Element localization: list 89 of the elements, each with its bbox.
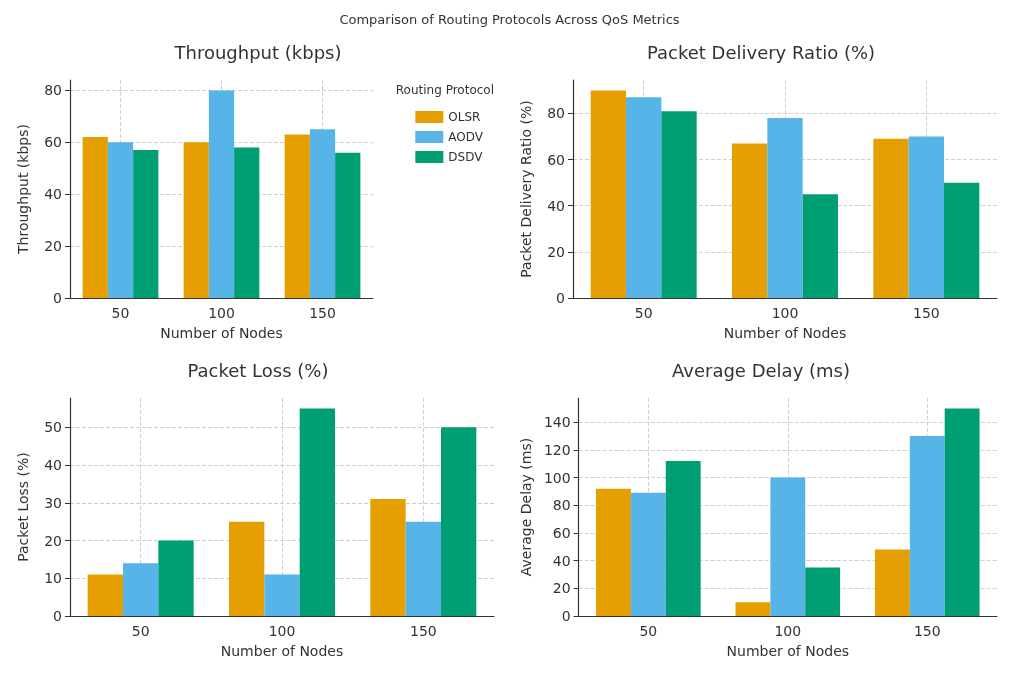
x-tick-label: 150 [309,305,336,321]
bar [805,567,841,616]
y-tick-label: 0 [561,608,571,624]
x-tick-label: 100 [774,623,802,639]
x-tick-label: 50 [111,305,130,321]
y-tick-label: 140 [543,414,571,431]
x-tick-label: 100 [208,305,235,321]
y-tick-label: 0 [53,608,62,624]
text: Comparison of Routing Protocols Across QoS Metrics [338,11,681,29]
y-tick-label: 10 [44,570,62,587]
x-axis-title: Number of Nodes [726,643,850,659]
x-tick-label: 50 [131,623,150,639]
y-tick-label: 20 [44,238,62,255]
chart-title: Packet Loss (%) [187,359,329,381]
y-tick-label: 0 [556,290,565,306]
y-axis-title: Throughput (kbps) [15,124,31,255]
bar [770,477,806,616]
y-axis-title: Packet Loss (%) [15,452,31,562]
x-tick-label: 100 [771,305,799,321]
bar [665,460,701,616]
x-tick-label: 100 [268,623,296,639]
y-tick-label: 60 [552,524,571,541]
x-axis-title: Number of Nodes [160,325,283,341]
y-tick-label: 40 [44,186,62,203]
x-tick-label: 50 [639,623,658,639]
y-tick-label: 40 [44,457,62,473]
y-tick-label: 20 [547,243,565,260]
bar [626,97,662,298]
y-tick-label: 40 [552,552,571,569]
y-tick-label: 60 [547,151,565,168]
x-tick-label: 50 [634,305,653,321]
legend-label: OLSR [448,110,481,124]
y-tick-label: 20 [44,532,62,549]
bar [630,492,666,616]
y-axis-title: Average Delay (ms) [518,437,534,577]
bar [309,129,336,298]
bar [123,563,159,616]
bar [944,408,980,616]
y-tick-label: 100 [543,469,571,486]
y-tick-label: 20 [552,580,571,597]
x-tick-label: 150 [409,623,437,639]
chart-title: Average Delay (ms) [672,359,850,381]
bar [299,408,335,616]
x-tick-label: 150 [912,305,940,321]
legend-label: AODV [448,130,484,144]
bar [661,111,697,298]
legend-title: Routing Protocol [395,83,495,97]
bar [732,143,768,298]
bar [234,147,260,298]
x-axis-title: Number of Nodes [220,643,344,659]
bar [908,136,944,298]
bar [107,142,134,298]
bar [802,194,838,298]
bar [909,436,945,616]
chart-title: Throughput (kbps) [173,41,342,63]
bar [596,488,631,616]
bar [82,137,108,298]
y-tick-label: 80 [547,105,565,122]
y-tick-label: 50 [44,419,62,436]
y-tick-label: 120 [543,441,571,458]
bar [874,549,910,616]
bar [183,142,209,298]
x-axis-title: Number of Nodes [723,325,847,341]
chart-title: Packet Delivery Ratio (%) [646,41,876,63]
bar [873,138,909,298]
y-tick-label: 30 [44,494,62,511]
bar [735,602,771,616]
bar [767,118,803,298]
bar [158,540,194,616]
bar [370,498,406,616]
bar [590,90,626,298]
y-tick-label: 80 [44,82,62,99]
bar [133,150,159,298]
bar [441,427,477,616]
y-tick-label: 40 [547,197,565,214]
bar [405,521,441,616]
bar [284,134,310,298]
bar [87,574,123,616]
y-tick-label: 0 [53,290,62,306]
y-tick-label: 60 [44,134,62,151]
y-tick-label: 80 [552,497,571,514]
bar [229,521,265,616]
bar [208,90,235,298]
bar [264,574,300,616]
bar [944,182,980,298]
x-tick-label: 150 [913,623,941,639]
y-axis-title: Packet Delivery Ratio (%) [518,100,534,278]
legend-label: DSDV [448,150,484,164]
bar [335,152,361,298]
